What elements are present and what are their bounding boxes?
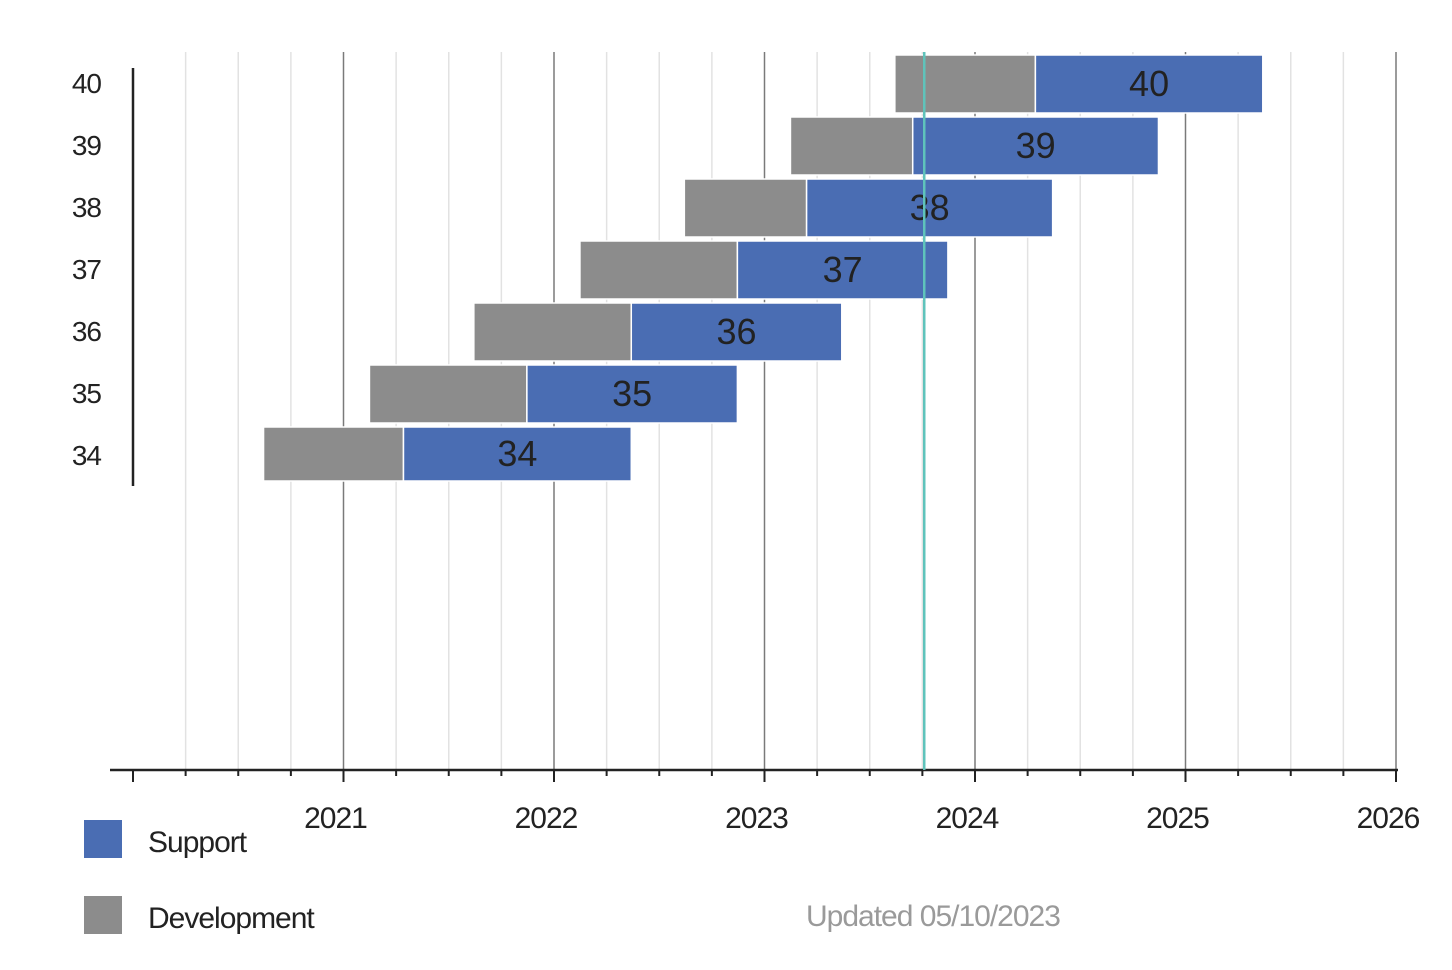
- bar-label-35: 35: [612, 373, 652, 414]
- bar-label-40: 40: [1129, 63, 1169, 104]
- legend-label-support: Support: [148, 826, 247, 859]
- development-bar-40: [894, 54, 1037, 114]
- x-tick-label-2022: 2022: [515, 802, 578, 835]
- development-bar-39: [789, 116, 914, 176]
- y-tick-label-40: 40: [72, 68, 102, 99]
- bar-label-38: 38: [910, 187, 950, 228]
- updated-timestamp: Updated 05/10/2023: [806, 900, 1061, 933]
- support-bar-39: [911, 116, 1160, 176]
- bar-label-34: 34: [497, 433, 537, 474]
- support-bar-38: [805, 178, 1054, 238]
- development-bar-35: [368, 364, 528, 424]
- support-bar-34: [402, 426, 633, 482]
- bar-label-37: 37: [823, 249, 863, 290]
- support-bar-36: [630, 302, 843, 362]
- legend-label-development: Development: [148, 902, 315, 935]
- support-bar-37: [736, 240, 949, 300]
- bar-label-36: 36: [717, 311, 757, 352]
- x-tick-label-2021: 2021: [304, 802, 367, 835]
- support-bar-40: [1034, 54, 1264, 114]
- development-bar-36: [473, 302, 633, 362]
- development-bar-37: [579, 240, 739, 300]
- y-tick-label-35: 35: [72, 378, 102, 409]
- y-tick-label-37: 37: [72, 254, 102, 285]
- x-tick-label-2024: 2024: [936, 802, 999, 835]
- x-tick-label-2025: 2025: [1146, 802, 1209, 835]
- x-tick-label-2023: 2023: [725, 802, 788, 835]
- y-tick-label-34: 34: [72, 440, 102, 471]
- x-tick-label-2026: 2026: [1357, 802, 1420, 835]
- legend-swatch-development: [84, 896, 122, 934]
- y-tick-label-39: 39: [72, 130, 102, 161]
- y-tick-label-36: 36: [72, 316, 102, 347]
- legend-swatch-support: [84, 820, 122, 858]
- bar-label-39: 39: [1016, 125, 1056, 166]
- development-bar-34: [262, 426, 405, 482]
- y-tick-label-38: 38: [72, 192, 102, 223]
- development-bar-38: [683, 178, 808, 238]
- support-bar-35: [526, 364, 739, 424]
